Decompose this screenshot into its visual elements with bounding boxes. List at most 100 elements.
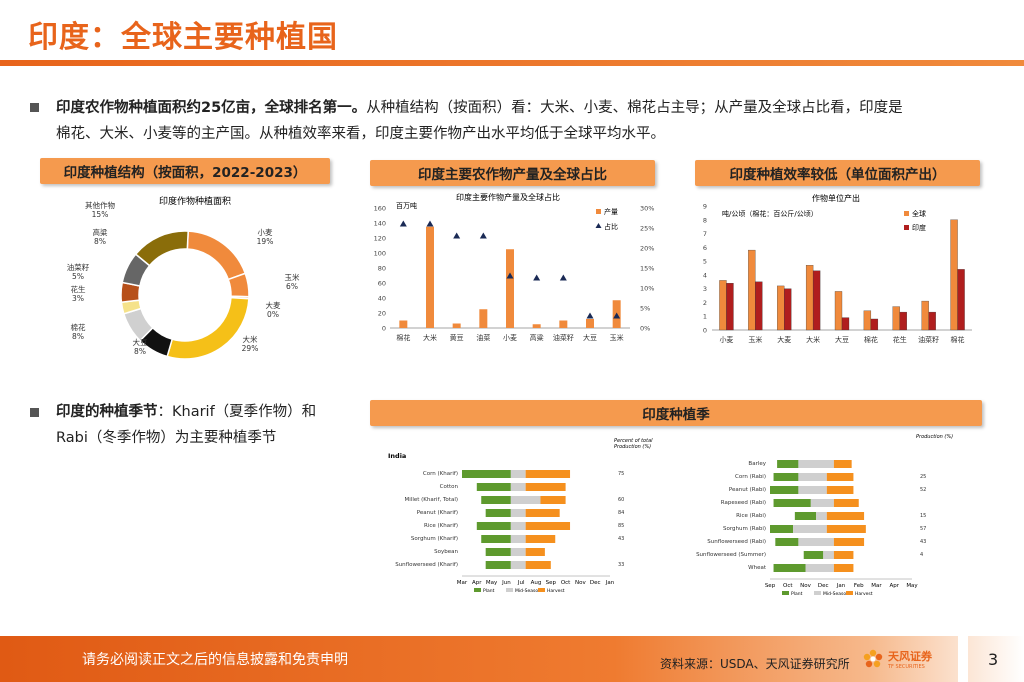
crop-value: 57 — [920, 526, 926, 532]
company-logo: 天风证券 TF SECURITIES — [862, 648, 932, 670]
y-tick-label: 9 — [703, 203, 707, 211]
y2-tick-label: 30% — [640, 205, 654, 213]
plant-bar — [462, 470, 511, 478]
month-label: Jul — [517, 580, 525, 586]
crop-label: Sunflowerseed (Rabi) — [707, 539, 766, 545]
share-marker — [506, 272, 514, 279]
season-bold: 印度的种植季节 — [56, 404, 158, 420]
india-bar — [726, 283, 734, 331]
donut-pct: 19% — [257, 237, 274, 246]
crop-value: 60 — [618, 497, 624, 503]
india-bar — [870, 318, 879, 331]
y2-tick-label: 0% — [640, 325, 650, 333]
month-label: Nov — [800, 583, 811, 589]
donut-pct: 8% — [72, 332, 84, 341]
production-bar — [426, 226, 434, 328]
y-tick-label: 40 — [378, 295, 386, 303]
donut-label: 其他作物 — [85, 200, 115, 210]
production-bar — [452, 323, 461, 328]
donut-label: 大豆 — [133, 337, 148, 347]
donut-pct: 8% — [94, 237, 106, 246]
plant-bar — [481, 535, 511, 543]
y-tick-label: 120 — [374, 235, 386, 243]
month-label: Sep — [546, 580, 557, 586]
harvest-bar — [833, 551, 854, 559]
production-bar — [559, 320, 568, 328]
season-paragraph: 印度的种植季节：Kharif（夏季作物）和 Rabi（冬季作物）为主要种植季节 — [56, 399, 356, 451]
plant-bar — [485, 509, 511, 517]
month-label: Jan — [836, 583, 846, 589]
month-label: Apr — [889, 583, 899, 589]
y-tick-label: 160 — [374, 205, 386, 213]
crop-value: 15 — [920, 513, 926, 519]
legend-swatch — [506, 588, 513, 592]
india-bar — [755, 281, 763, 331]
share-marker — [426, 220, 434, 227]
crop-label: Rice (Kharif) — [424, 523, 458, 529]
global-bar — [748, 249, 756, 331]
production-chart: 印度主要作物产量及全球占比 百万吨 0 20 40 60 80 100 120 140 160 0… — [374, 192, 655, 342]
harvest-bar — [826, 473, 854, 481]
donut-pct: 29% — [242, 344, 259, 353]
month-label: Aug — [531, 580, 542, 586]
crop-label: Peanut (Rabi) — [729, 487, 766, 493]
x-tick-label: 棉花 — [951, 335, 965, 344]
donut-label: 花生 — [71, 284, 86, 294]
value-header: Percent of total — [614, 438, 653, 444]
mid-season-bar — [798, 538, 834, 546]
harvest-bar — [525, 509, 560, 517]
mid-season-bar — [510, 509, 526, 517]
mid-season-bar — [823, 551, 834, 559]
crop-value: 25 — [920, 474, 926, 480]
crop-label: Barley — [748, 461, 766, 467]
month-label: Mar — [457, 580, 468, 586]
legend-label: Mid-Season — [515, 588, 541, 594]
y-tick-label: 7 — [703, 230, 707, 238]
efficiency-unit: 吨/公顷（棉花：百公斤/公顷） — [722, 209, 818, 218]
donut-pct: 8% — [134, 347, 146, 356]
month-label: Jan — [605, 580, 615, 586]
donut-chart: 印度作物种植面积 小麦19%玉米6%大麦0%大米29%大豆8%棉花8%花生3%油… — [67, 195, 300, 360]
mid-season-bar — [510, 561, 526, 569]
mid-season-bar — [510, 522, 526, 530]
crop-label: Millet (Kharif, Total) — [405, 497, 458, 503]
flower-logo-icon — [863, 649, 883, 668]
global-bar — [950, 219, 958, 331]
y-tick-label: 60 — [378, 280, 386, 288]
bullet-marker — [30, 408, 39, 417]
mid-season-bar — [510, 548, 526, 556]
legend-swatch — [474, 588, 481, 592]
x-tick-label: 玉米 — [748, 335, 762, 344]
global-bar — [777, 285, 785, 331]
season-rest: ：Kharif（夏季作物）和 — [157, 404, 317, 420]
legend-swatch — [904, 225, 909, 230]
country-label: India — [388, 452, 406, 460]
y-tick-label: 5 — [703, 258, 707, 266]
month-label: Mar — [871, 583, 882, 589]
legend-label: Mid-Season — [823, 591, 849, 597]
crop-label: Rice (Rabi) — [736, 513, 766, 519]
share-marker — [479, 232, 487, 239]
crop-value: 85 — [618, 523, 624, 529]
crop-label: Sunflowerseed (Kharif) — [395, 562, 458, 568]
month-label: Dec — [818, 583, 829, 589]
harvest-bar — [525, 483, 566, 491]
y-tick-label: 0 — [382, 325, 386, 333]
x-tick-label: 油菜籽 — [918, 335, 939, 344]
harvest-bar — [525, 548, 545, 556]
x-tick-label: 花生 — [893, 335, 907, 344]
month-label: Nov — [575, 580, 586, 586]
mid-season-bar — [510, 535, 526, 543]
share-marker — [586, 312, 594, 319]
india-bar — [899, 311, 907, 331]
mid-season-bar — [510, 470, 526, 478]
season-line2: Rabi（冬季作物）为主要种植季节 — [56, 430, 277, 446]
x-tick-label: 油菜籽 — [553, 333, 574, 342]
global-bar — [921, 300, 929, 331]
crop-label: Sorghum (Rabi) — [723, 526, 766, 532]
logo-cn: 天风证券 — [888, 650, 932, 663]
intro-bold: 印度农作物种植面积约25亿亩，全球排名第一。 — [56, 100, 367, 116]
value-header: Production (%) — [916, 434, 953, 440]
crop-label: Sorghum (Kharif) — [411, 536, 458, 542]
y2-tick-label: 10% — [640, 285, 654, 293]
